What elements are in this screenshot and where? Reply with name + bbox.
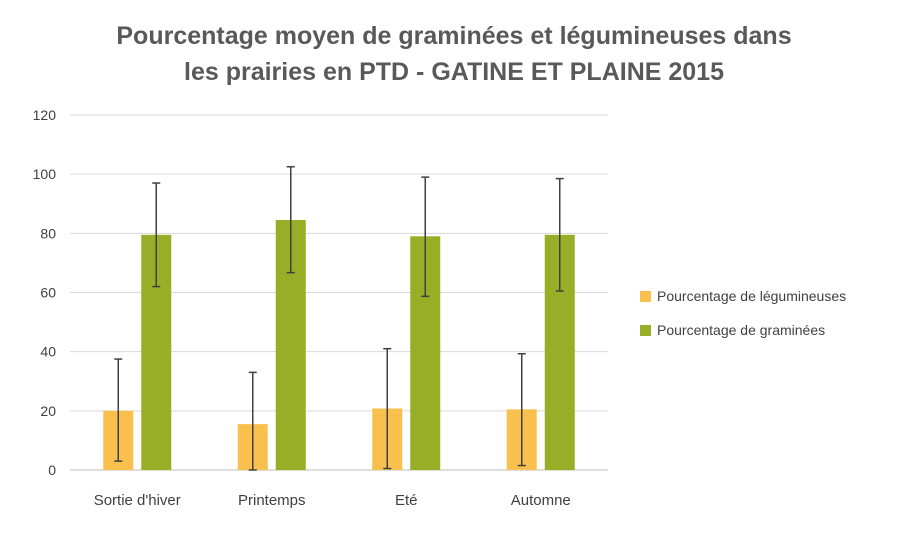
legend-label-legumineuses: Pourcentage de légumineuses (657, 288, 847, 304)
y-tick-label-100: 100 (33, 166, 57, 182)
chart-title-line-1: Pourcentage moyen de graminées et légumi… (116, 22, 792, 50)
legend-swatch-graminees (640, 324, 651, 336)
y-tick-label-40: 40 (40, 344, 56, 360)
y-tick-label-80: 80 (40, 225, 56, 241)
y-tick-label-60: 60 (40, 285, 56, 301)
chart-title-line-2: les prairies en PTD - GATINE ET PLAINE 2… (184, 58, 724, 86)
x-category-label-0: Sortie d'hiver (94, 492, 181, 509)
x-category-label-1: Printemps (238, 492, 306, 509)
legend-swatch-legumineuses (640, 290, 651, 302)
legend-label-graminees: Pourcentage de graminées (657, 322, 826, 338)
x-category-label-3: Automne (511, 492, 571, 509)
y-tick-label-120: 120 (33, 107, 57, 123)
y-tick-label-20: 20 (40, 403, 56, 419)
legend-item-graminees: Pourcentage de graminées (640, 322, 825, 338)
x-category-label-2: Eté (395, 492, 418, 509)
legend-item-legumineuses: Pourcentage de légumineuses (640, 288, 846, 304)
y-tick-label-0: 0 (48, 462, 56, 478)
